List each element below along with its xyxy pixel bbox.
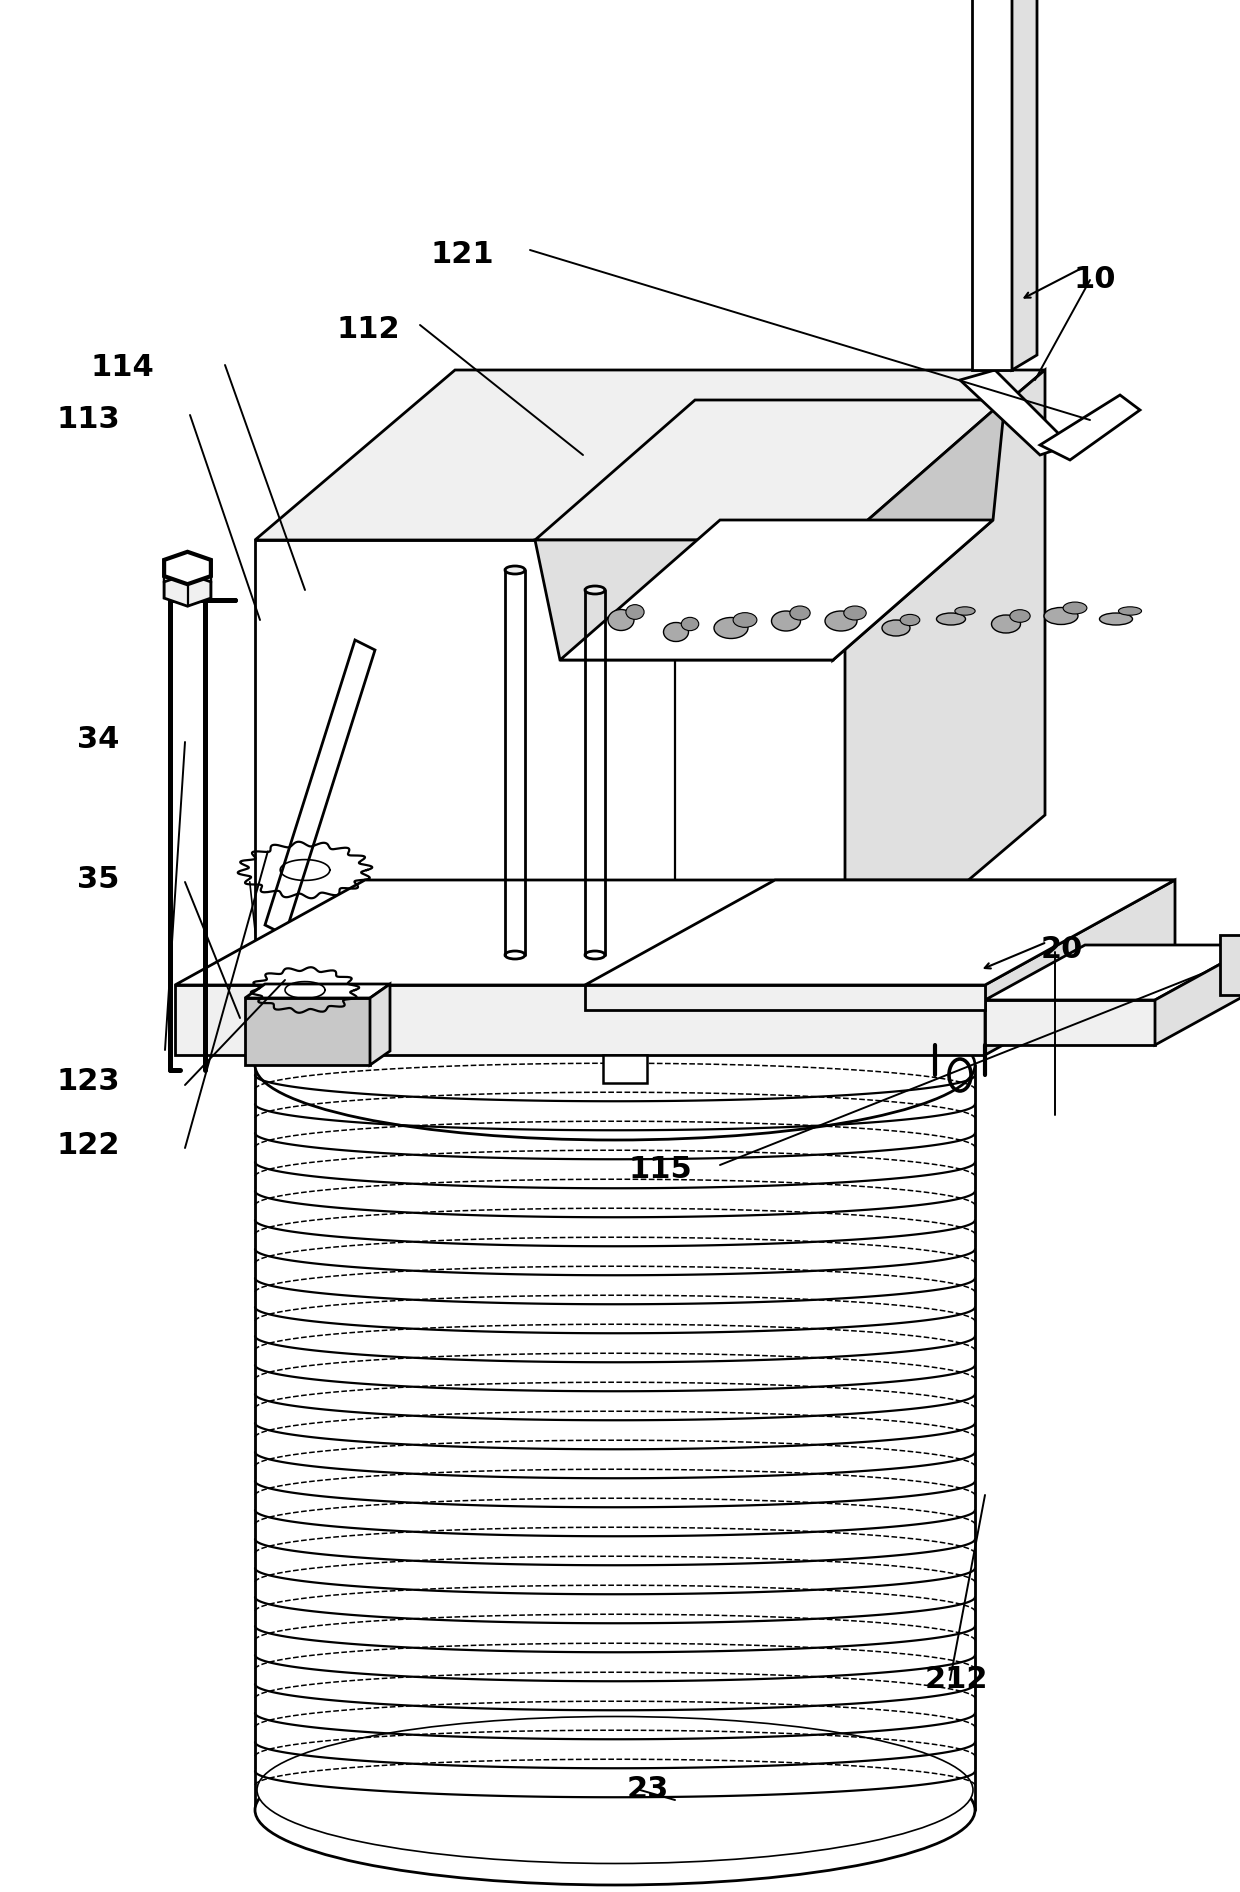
Polygon shape	[175, 880, 1176, 986]
Ellipse shape	[608, 609, 634, 630]
Polygon shape	[175, 986, 985, 1056]
Polygon shape	[985, 880, 1176, 1056]
Polygon shape	[534, 539, 844, 660]
Ellipse shape	[505, 952, 525, 959]
Ellipse shape	[955, 607, 975, 615]
Polygon shape	[164, 552, 211, 585]
Ellipse shape	[992, 615, 1021, 634]
Polygon shape	[255, 539, 844, 986]
Ellipse shape	[1009, 609, 1030, 622]
Text: 114: 114	[91, 354, 154, 382]
Polygon shape	[972, 0, 1012, 371]
Polygon shape	[370, 984, 391, 1065]
Polygon shape	[246, 984, 391, 997]
Polygon shape	[585, 986, 985, 1010]
Polygon shape	[265, 639, 374, 935]
Ellipse shape	[936, 613, 966, 624]
Ellipse shape	[714, 617, 748, 638]
Polygon shape	[1012, 0, 1037, 371]
Polygon shape	[833, 399, 1004, 660]
Polygon shape	[985, 944, 1240, 1001]
Ellipse shape	[626, 605, 644, 619]
Polygon shape	[585, 880, 1176, 986]
Ellipse shape	[882, 621, 910, 636]
Text: 113: 113	[56, 405, 120, 435]
Polygon shape	[560, 520, 993, 660]
Polygon shape	[164, 573, 211, 605]
Polygon shape	[1040, 395, 1140, 460]
Polygon shape	[255, 371, 1045, 539]
Polygon shape	[603, 1056, 647, 1082]
Text: 34: 34	[77, 725, 119, 755]
Polygon shape	[844, 371, 1045, 986]
Text: 115: 115	[629, 1156, 692, 1184]
Polygon shape	[246, 997, 370, 1065]
Text: 121: 121	[430, 240, 494, 269]
Ellipse shape	[257, 1716, 973, 1864]
Ellipse shape	[790, 605, 810, 621]
Polygon shape	[985, 1001, 1154, 1044]
Ellipse shape	[681, 617, 699, 630]
Ellipse shape	[585, 587, 605, 594]
Text: 123: 123	[56, 1067, 120, 1097]
Text: 35: 35	[77, 865, 119, 895]
Ellipse shape	[900, 615, 920, 626]
Text: 212: 212	[924, 1665, 988, 1695]
Ellipse shape	[663, 622, 688, 641]
Text: 112: 112	[336, 316, 399, 344]
Ellipse shape	[825, 611, 857, 632]
Ellipse shape	[771, 611, 801, 632]
Ellipse shape	[255, 990, 975, 1141]
Polygon shape	[534, 399, 1004, 539]
Text: 20: 20	[1040, 935, 1084, 965]
Polygon shape	[1154, 944, 1240, 1044]
Ellipse shape	[1063, 602, 1087, 613]
Ellipse shape	[1118, 607, 1142, 615]
Text: 122: 122	[56, 1131, 120, 1160]
Polygon shape	[960, 371, 1070, 454]
Ellipse shape	[843, 605, 867, 621]
Text: 23: 23	[627, 1775, 670, 1805]
Ellipse shape	[733, 613, 756, 628]
Text: 10: 10	[1074, 265, 1116, 295]
Ellipse shape	[505, 566, 525, 573]
Polygon shape	[1220, 935, 1240, 995]
Ellipse shape	[1044, 607, 1078, 624]
Ellipse shape	[255, 1735, 975, 1884]
Ellipse shape	[1100, 613, 1132, 624]
Ellipse shape	[585, 952, 605, 959]
